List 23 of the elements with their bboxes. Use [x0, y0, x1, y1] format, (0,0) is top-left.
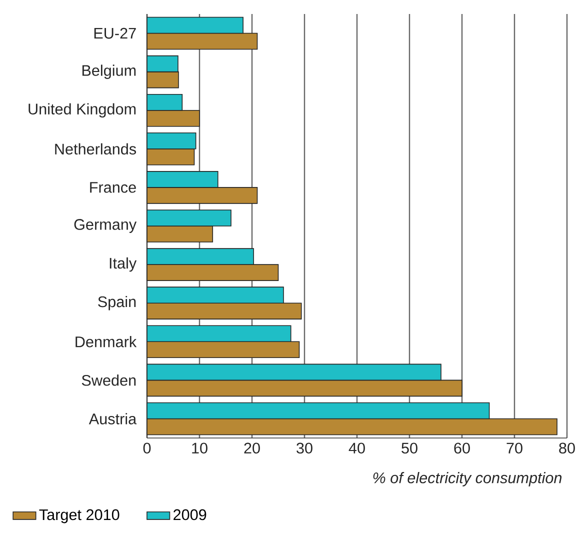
- y-tick-label: Netherlands: [55, 143, 136, 155]
- y-tick-label: Sweden: [82, 374, 136, 386]
- x-tick-label: 10: [192, 442, 208, 454]
- x-tick-label: 30: [296, 442, 312, 454]
- legend-label: Target 2010: [39, 509, 120, 524]
- y-tick-label: Denmark: [76, 336, 137, 348]
- y-tick-label: Austria: [88, 413, 137, 424]
- legend-label: 2009: [174, 509, 206, 520]
- x-tick-label: 40: [348, 442, 365, 454]
- x-tick-label: 60: [454, 442, 470, 454]
- y-tick-label: France: [90, 182, 136, 193]
- x-tick-label: 70: [506, 442, 522, 454]
- x-axis-title: % of electricity consumption: [373, 472, 562, 486]
- y-tick-label: EU-27: [94, 28, 136, 39]
- x-tick-label: 20: [244, 442, 260, 454]
- x-tick-label: 0: [143, 442, 151, 454]
- x-tick-label: 50: [402, 442, 418, 454]
- y-tick-label: Italy: [110, 257, 137, 272]
- y-tick-label: Spain: [98, 296, 136, 310]
- x-tick-label: 80: [559, 442, 575, 454]
- y-tick-label: Belgium: [82, 64, 136, 79]
- y-tick-label: United Kingdom: [28, 103, 136, 118]
- y-tick-label: Germany: [74, 219, 137, 233]
